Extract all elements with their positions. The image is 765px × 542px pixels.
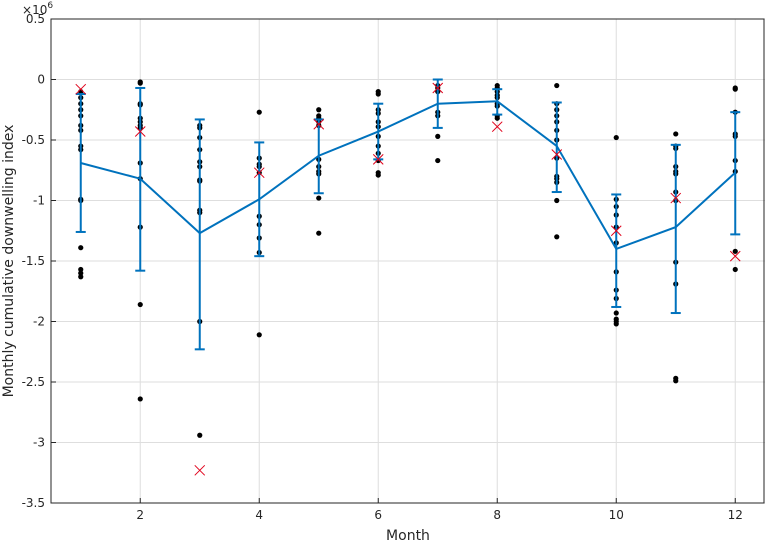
reference-marker (372, 154, 384, 165)
x-tick-label: 10 (609, 508, 624, 522)
observation-point (78, 270, 84, 276)
observation-point (137, 301, 143, 308)
observation-point (732, 86, 738, 92)
observation-point (613, 134, 619, 141)
y-exponent-times: × (22, 3, 32, 17)
y-tick-label: -3.5 (22, 496, 45, 510)
observation-point (554, 82, 560, 89)
reference-marker-stroke (551, 149, 563, 160)
x-tick-label: 12 (728, 508, 743, 522)
reference-marker (253, 167, 265, 179)
reference-marker (75, 83, 87, 95)
observation-point (673, 378, 679, 384)
observation-point (613, 310, 619, 316)
y-tick-label: -1.5 (22, 254, 45, 268)
reference-marker-stroke (134, 126, 146, 137)
reference-marker (313, 118, 325, 130)
x-tick-label: 2 (136, 508, 144, 522)
y-axis-label: Monthly cumulative downwelling index (1, 125, 17, 398)
observation-point (78, 245, 84, 251)
reference-marker-stroke (491, 121, 503, 133)
axis-ticks: 2 4 6 8 10 12 -3.5 -3 -2.5 -2 -1.5 -1 -0.5 0 0.5 (22, 12, 743, 522)
y-axis-exponent: ×106 (22, 1, 53, 17)
y-tick-label: 0 (37, 73, 45, 87)
observation-point (435, 133, 441, 139)
observation-point (197, 432, 203, 438)
reference-marker (491, 121, 503, 133)
observation-point (137, 80, 143, 86)
series-layer (75, 78, 741, 476)
reference-marker (194, 464, 206, 476)
x-tick-label: 4 (255, 508, 263, 522)
y-tick-label: -2.5 (22, 375, 45, 389)
y-tick-label: -0.5 (22, 133, 45, 147)
observation-point (316, 107, 322, 113)
observation-point (375, 91, 381, 97)
observation-point (78, 274, 84, 280)
reference-marker (729, 250, 741, 262)
observation-point (137, 396, 143, 402)
reference-marker (670, 192, 682, 204)
reference-marker-stroke (313, 118, 325, 130)
observation-point (554, 197, 560, 204)
mean-series (75, 78, 741, 351)
observation-point (673, 131, 679, 137)
reference-marker-stroke (670, 192, 682, 204)
x-axis-label: Month (386, 528, 430, 542)
x-tick-label: 8 (493, 508, 501, 522)
observation-point (316, 230, 322, 236)
observation-point (732, 266, 738, 273)
reference-marker (134, 126, 146, 137)
y-tick-label: -2 (33, 315, 45, 329)
reference-marker-stroke (610, 225, 622, 237)
reference-marker-stroke (194, 464, 206, 476)
observation-point (435, 157, 441, 164)
y-exponent-power: 6 (47, 1, 53, 11)
reference-marker-stroke (253, 167, 265, 179)
y-exponent-base: 10 (32, 3, 47, 17)
mean-line (80, 100, 736, 251)
reference-marker-stroke (372, 154, 384, 165)
reference-marker-stroke (729, 250, 741, 262)
reference-markers (75, 82, 741, 476)
observation-point (613, 321, 619, 327)
observation-point (256, 332, 262, 338)
observation-point (732, 248, 738, 254)
reference-marker (432, 82, 444, 94)
observation-point (256, 109, 262, 115)
observation-point (78, 266, 84, 273)
y-tick-label: -1 (33, 194, 45, 208)
observation-point (375, 172, 381, 178)
y-tick-label: 0.5 (26, 12, 45, 26)
reference-marker (551, 149, 563, 160)
y-tick-label: -3 (33, 436, 45, 450)
x-tick-label: 6 (374, 508, 382, 522)
observation-point (554, 234, 560, 240)
observation-point (316, 195, 322, 201)
reference-marker-stroke (75, 83, 87, 95)
reference-marker (610, 225, 622, 237)
observation-point (494, 115, 500, 121)
reference-marker-stroke (432, 82, 444, 94)
